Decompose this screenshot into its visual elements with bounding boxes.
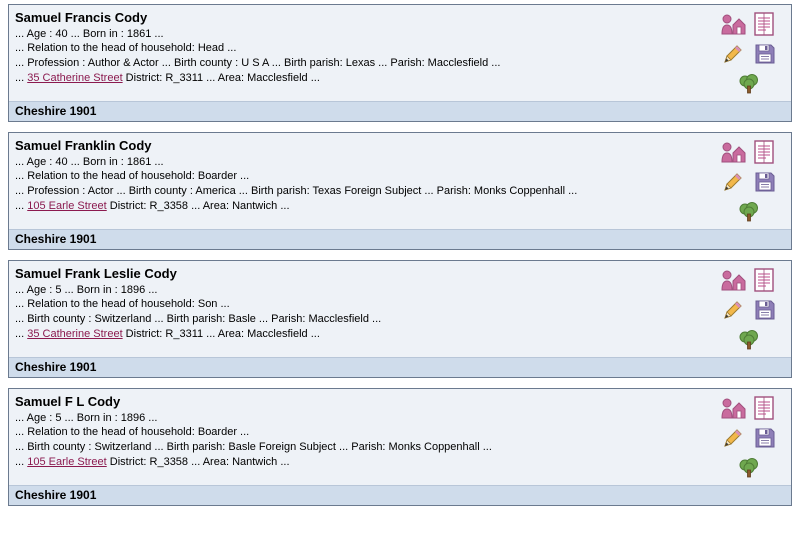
- address-line: ... 35 Catherine Street District: R_3311…: [15, 71, 705, 86]
- record-card: Samuel Francis Cody ... Age : 40 ... Bor…: [8, 4, 792, 122]
- tree-icon[interactable]: [736, 327, 762, 353]
- record-body: Samuel F L Cody ... Age : 5 ... Born in …: [9, 389, 791, 485]
- record-body: Samuel Franklin Cody ... Age : 40 ... Bo…: [9, 133, 791, 229]
- detail-line: ... Relation to the head of household: H…: [15, 41, 705, 56]
- floppy-icon[interactable]: [752, 425, 778, 451]
- records-list: Samuel Francis Cody ... Age : 40 ... Bor…: [8, 4, 792, 506]
- address-suffix: District: R_3358 ... Area: Nantwich ...: [107, 200, 290, 212]
- record-card: Samuel F L Cody ... Age : 5 ... Born in …: [8, 388, 792, 506]
- icon-column: [711, 5, 791, 101]
- record-text: Samuel Frank Leslie Cody ... Age : 5 ...…: [9, 261, 711, 344]
- person-house-icon[interactable]: [720, 267, 746, 293]
- detail-line: ... Profession : Author & Actor ... Birt…: [15, 56, 705, 71]
- pencil-icon[interactable]: [720, 169, 746, 195]
- address-link[interactable]: 35 Catherine Street: [27, 328, 122, 340]
- detail-line: ... Age : 40 ... Born in : 1861 ...: [15, 155, 705, 170]
- record-body: Samuel Frank Leslie Cody ... Age : 5 ...…: [9, 261, 791, 357]
- document-icon[interactable]: [752, 395, 778, 421]
- address-suffix: District: R_3358 ... Area: Nantwich ...: [107, 456, 290, 468]
- detail-line: ... Relation to the head of household: B…: [15, 425, 705, 440]
- record-footer: Cheshire 1901: [9, 229, 791, 249]
- pencil-icon[interactable]: [720, 297, 746, 323]
- address-line: ... 105 Earle Street District: R_3358 ..…: [15, 199, 705, 214]
- address-line: ... 35 Catherine Street District: R_3311…: [15, 327, 705, 342]
- record-card: Samuel Franklin Cody ... Age : 40 ... Bo…: [8, 132, 792, 250]
- person-name: Samuel Francis Cody: [15, 9, 705, 27]
- detail-line: ... Birth county : Switzerland ... Birth…: [15, 312, 705, 327]
- detail-line: ... Birth county : Switzerland ... Birth…: [15, 440, 705, 455]
- address-suffix: District: R_3311 ... Area: Macclesfield …: [123, 328, 320, 340]
- icon-column: [711, 389, 791, 485]
- tree-icon[interactable]: [736, 199, 762, 225]
- person-house-icon[interactable]: [720, 139, 746, 165]
- person-name: Samuel F L Cody: [15, 393, 705, 411]
- icon-column: [711, 261, 791, 357]
- address-link[interactable]: 105 Earle Street: [27, 456, 107, 468]
- person-house-icon[interactable]: [720, 395, 746, 421]
- record-footer: Cheshire 1901: [9, 357, 791, 377]
- detail-line: ... Relation to the head of household: S…: [15, 297, 705, 312]
- document-icon[interactable]: [752, 11, 778, 37]
- document-icon[interactable]: [752, 267, 778, 293]
- record-text: Samuel F L Cody ... Age : 5 ... Born in …: [9, 389, 711, 472]
- document-icon[interactable]: [752, 139, 778, 165]
- person-name: Samuel Franklin Cody: [15, 137, 705, 155]
- floppy-icon[interactable]: [752, 169, 778, 195]
- detail-line: ... Profession : Actor ... Birth county …: [15, 184, 705, 199]
- detail-line: ... Age : 40 ... Born in : 1861 ...: [15, 27, 705, 42]
- record-footer: Cheshire 1901: [9, 101, 791, 121]
- pencil-icon[interactable]: [720, 41, 746, 67]
- icon-column: [711, 133, 791, 229]
- record-text: Samuel Franklin Cody ... Age : 40 ... Bo…: [9, 133, 711, 216]
- address-link[interactable]: 35 Catherine Street: [27, 72, 122, 84]
- detail-line: ... Relation to the head of household: B…: [15, 169, 705, 184]
- record-footer: Cheshire 1901: [9, 485, 791, 505]
- person-name: Samuel Frank Leslie Cody: [15, 265, 705, 283]
- address-link[interactable]: 105 Earle Street: [27, 200, 107, 212]
- address-suffix: District: R_3311 ... Area: Macclesfield …: [123, 72, 320, 84]
- detail-line: ... Age : 5 ... Born in : 1896 ...: [15, 411, 705, 426]
- person-house-icon[interactable]: [720, 11, 746, 37]
- address-line: ... 105 Earle Street District: R_3358 ..…: [15, 455, 705, 470]
- tree-icon[interactable]: [736, 455, 762, 481]
- record-card: Samuel Frank Leslie Cody ... Age : 5 ...…: [8, 260, 792, 378]
- detail-line: ... Age : 5 ... Born in : 1896 ...: [15, 283, 705, 298]
- record-body: Samuel Francis Cody ... Age : 40 ... Bor…: [9, 5, 791, 101]
- floppy-icon[interactable]: [752, 41, 778, 67]
- pencil-icon[interactable]: [720, 425, 746, 451]
- floppy-icon[interactable]: [752, 297, 778, 323]
- tree-icon[interactable]: [736, 71, 762, 97]
- record-text: Samuel Francis Cody ... Age : 40 ... Bor…: [9, 5, 711, 88]
